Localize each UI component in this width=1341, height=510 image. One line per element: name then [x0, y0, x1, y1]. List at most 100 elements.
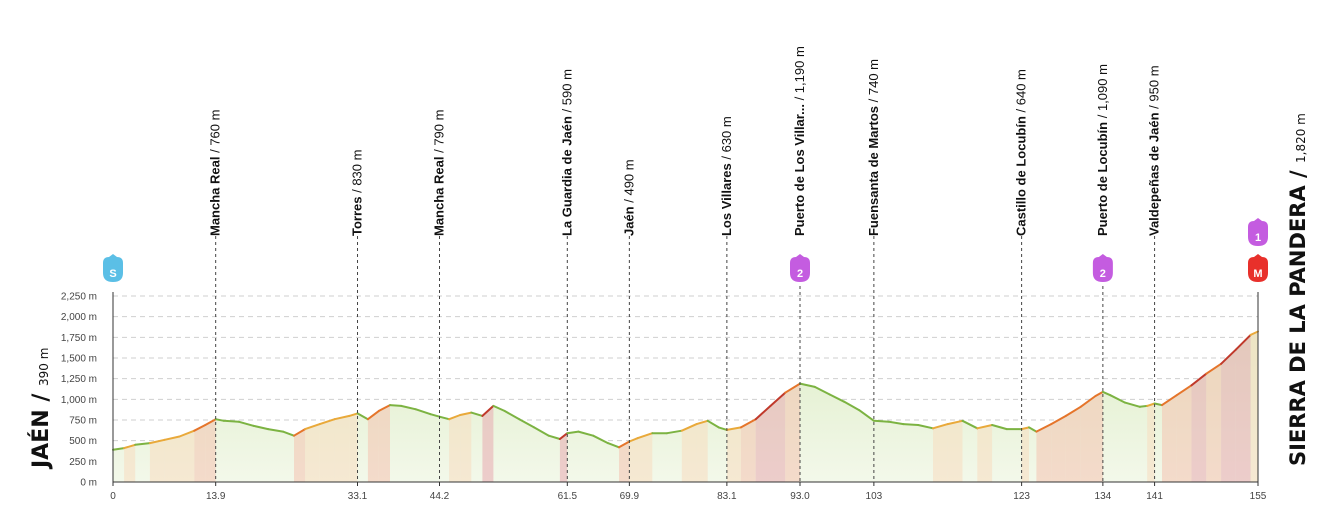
waypoint-altitude: 1,190 m [792, 46, 807, 93]
elevation-segment [813, 385, 831, 396]
gradient-band [1147, 403, 1155, 482]
finish-altitude: 1,820 m [1294, 113, 1308, 163]
gradient-band [629, 438, 638, 482]
elevation-segment [429, 413, 441, 418]
waypoint-name: Los Villares [719, 163, 734, 236]
gradient-band [785, 383, 800, 482]
elevation-segment [438, 415, 451, 421]
elevation-segment [1020, 426, 1030, 431]
elevation-segment [134, 442, 151, 446]
x-tick-label: 141 [1146, 491, 1163, 502]
gradient-band [294, 429, 306, 482]
waypoint-label: Fuensanta de Martos / 740 m [866, 59, 881, 236]
elevation-segment [902, 423, 920, 426]
start-separator: / [29, 386, 54, 409]
waypoint-label: Torres / 830 m [350, 150, 365, 236]
waypoint-separator: / [1014, 105, 1029, 116]
gradient-band [1051, 415, 1066, 482]
gradient-band [449, 415, 461, 482]
y-tick-label: 1,750 m [61, 333, 97, 344]
waypoint-name: Mancha Real [432, 157, 447, 236]
waypoint-label: Castillo de Locubín / 640 m [1014, 69, 1029, 236]
elevation-segment [858, 409, 875, 422]
waypoint-altitude: 640 m [1014, 69, 1029, 105]
waypoint-separator: / [350, 186, 365, 197]
gradient-band [947, 420, 963, 482]
x-tick-label: 44.2 [430, 491, 450, 502]
x-tick-label: 83.1 [717, 491, 737, 502]
finish-label: SIERRA DE LA PANDERA / 1,820 m [1286, 113, 1310, 466]
gradient-band [305, 424, 320, 482]
elevation-segment [252, 424, 270, 431]
elevation-segment [872, 419, 890, 423]
x-tick-label: 0 [110, 491, 116, 502]
waypoint-separator: / [621, 196, 636, 207]
y-tick-label: 500 m [69, 436, 97, 447]
badge-label: 2 [797, 268, 803, 280]
waypoint-separator: / [208, 146, 223, 157]
elevation-segment [470, 411, 484, 417]
gradient-band [740, 419, 756, 482]
elevation-segment [492, 404, 506, 412]
elevation-segment [887, 420, 905, 426]
elevation-segment [769, 391, 787, 407]
elevation-segment [112, 447, 126, 451]
y-tick-label: 1,500 m [61, 354, 97, 365]
badge-shape [103, 254, 123, 282]
gradient-band [1176, 385, 1192, 482]
elevation-segment [389, 404, 403, 407]
start-badge: S [103, 254, 123, 282]
badge-label: 2 [1100, 268, 1106, 280]
waypoint-separator: / [719, 152, 734, 163]
waypoint-separator: / [866, 95, 881, 106]
gradient-band [637, 433, 653, 482]
elevation-segment [1094, 390, 1104, 397]
elevation-segment [991, 424, 1008, 431]
gradient-band [726, 427, 741, 482]
waypoint-label: La Guardia de Jaén / 590 m [559, 69, 574, 236]
waypoint-altitude: 830 m [350, 150, 365, 186]
elevation-segment [237, 420, 255, 427]
elevation-segment [843, 400, 861, 412]
elevation-segment [784, 382, 801, 394]
elevation-segment [222, 419, 240, 423]
waypoint-name: Torres [350, 197, 365, 237]
badge-label: S [109, 268, 116, 280]
elevation-segment [566, 430, 580, 435]
gradient-band [179, 430, 195, 482]
start-altitude: 390 m [37, 348, 51, 386]
elevation-segment [917, 424, 934, 430]
waypoint-altitude: 590 m [559, 69, 574, 105]
gradient-band [1250, 331, 1258, 482]
waypoint-altitude: 790 m [432, 110, 447, 146]
waypoint-altitude: 950 m [1147, 65, 1162, 101]
elevation-segment [448, 414, 462, 421]
x-tick-label: 61.5 [558, 491, 578, 502]
y-tick-label: 1,000 m [61, 395, 97, 406]
gradient-band [164, 436, 180, 482]
waypoint-markers: Mancha Real / 760 m Torres / 830 m Mancha … [208, 46, 1162, 482]
y-tick-label: 2,250 m [61, 292, 97, 303]
waypoint-label: Mancha Real / 790 m [432, 110, 447, 236]
finish-separator: / [1286, 163, 1310, 185]
gradient-bands [124, 331, 1258, 482]
elevation-segment [628, 437, 639, 443]
elevation-segment [695, 419, 709, 426]
endpoint-labels: JAÉN / 390 m SIERRA DE LA PANDERA / 1,820… [28, 113, 1310, 470]
elevation-segment [666, 429, 683, 435]
elevation-segment [1138, 404, 1149, 408]
badge-shape [790, 254, 810, 282]
waypoint-name: Fuensanta de Martos [866, 106, 881, 236]
waypoint-altitude: 630 m [719, 116, 734, 152]
elevation-area [113, 331, 1258, 482]
elevation-segment [214, 418, 225, 422]
finish-badge: M [1248, 254, 1268, 282]
waypoint-name: Mancha Real [208, 157, 223, 236]
x-tick-label: 103 [866, 491, 883, 502]
gradient-band [619, 441, 630, 482]
elevation-segment [592, 434, 609, 445]
gradient-band [933, 424, 948, 482]
elevation-fill [113, 331, 1258, 482]
x-tick-label: 93.0 [790, 491, 810, 502]
elevation-segment [123, 443, 137, 450]
